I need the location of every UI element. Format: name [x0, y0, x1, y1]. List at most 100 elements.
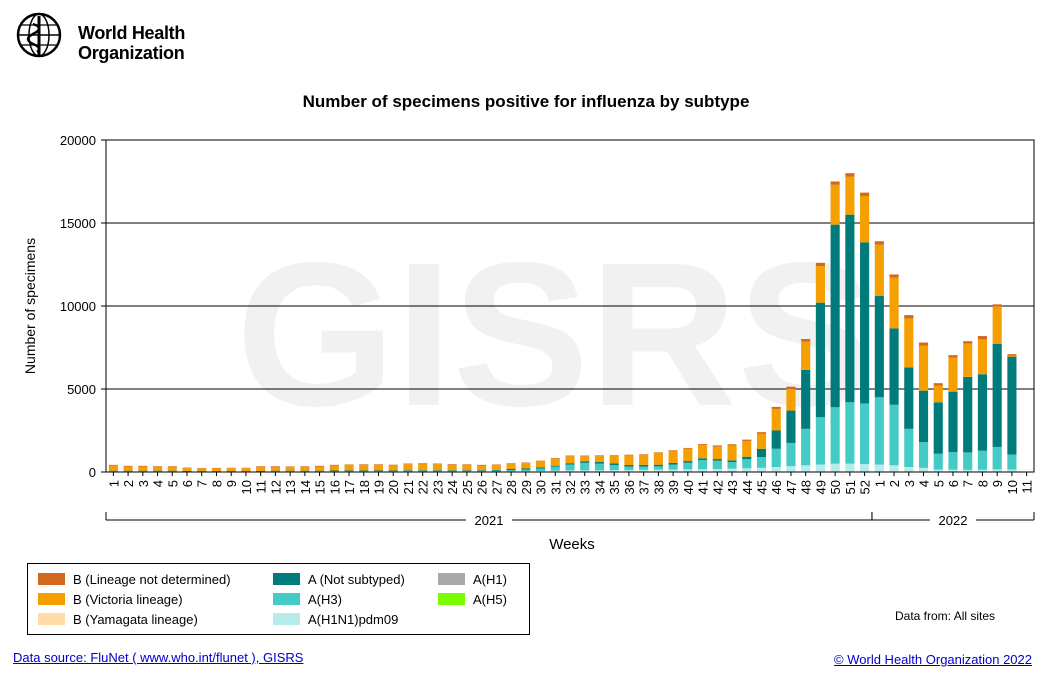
- x-tick-label: 27: [489, 480, 504, 494]
- x-tick-label: 2: [887, 480, 902, 487]
- x-axis: 1 2 3 4 5 6 7 8 9 10 11 12 13 14 15 16 17 18 19 20 21 22 23 24 2…: [106, 472, 1035, 494]
- bar-segment: [506, 464, 516, 470]
- bar-segment: [727, 444, 737, 446]
- bar-segment: [418, 470, 428, 471]
- bar-segment: [344, 470, 354, 472]
- legend-swatch: [38, 613, 65, 625]
- x-tick-label: 45: [754, 480, 769, 494]
- x-tick-label: 4: [917, 480, 932, 487]
- bar-segment: [639, 454, 649, 455]
- legend-label: B (Lineage not determined): [73, 571, 231, 587]
- who-emblem-icon: [16, 12, 62, 58]
- bar-segment: [565, 464, 575, 471]
- bar-segment: [152, 466, 163, 467]
- bar-segment: [771, 406, 781, 409]
- legend-item: A(H3): [273, 591, 342, 607]
- bar-segment: [550, 465, 560, 467]
- bar-segment: [1007, 469, 1017, 472]
- bar-segment: [359, 464, 369, 466]
- bar-segment: [447, 464, 457, 471]
- x-tick-label: 6: [180, 480, 195, 487]
- x-tick-label: 47: [784, 480, 799, 494]
- bar-segment: [963, 376, 973, 453]
- x-tick-label: 46: [769, 480, 784, 494]
- bar-segment: [874, 464, 884, 472]
- bar-segment: [933, 385, 943, 403]
- x-tick-label: 44: [740, 480, 755, 494]
- x-tick-label: 42: [710, 480, 725, 494]
- x-tick-label: 21: [401, 480, 416, 494]
- bar-segment: [786, 466, 796, 472]
- bar-segment: [698, 445, 708, 459]
- bar-segment: [683, 461, 693, 463]
- bar-segment: [756, 448, 767, 458]
- bar-segment: [535, 460, 546, 462]
- x-tick-label: 18: [357, 480, 372, 494]
- legend-swatch: [438, 593, 465, 605]
- bar-segment: [904, 467, 914, 472]
- bar-segment: [521, 463, 531, 469]
- bar-segment: [918, 345, 929, 391]
- legend-label: A(H5): [473, 591, 507, 607]
- bar-segment: [874, 397, 884, 465]
- bar-segment: [344, 471, 354, 472]
- bar-segment: [300, 466, 310, 468]
- legend-item: A(H5): [438, 591, 507, 607]
- bar-segment: [403, 463, 413, 465]
- bar-segment: [668, 450, 678, 463]
- bar-segment: [565, 456, 575, 464]
- bar-segment: [771, 430, 781, 449]
- bar-segment: [948, 357, 958, 392]
- bar-segment: [521, 468, 531, 470]
- bar-segment: [933, 402, 943, 454]
- legend-swatch: [38, 573, 65, 585]
- bar-segment: [388, 471, 398, 472]
- bar-segment: [609, 463, 619, 466]
- bar-segment: [565, 455, 575, 457]
- bar-segment: [285, 466, 295, 468]
- bar-segment: [270, 466, 280, 471]
- bar-segment: [801, 369, 811, 429]
- bar-segment: [506, 469, 516, 471]
- bar-segment: [315, 465, 325, 467]
- bar-segment: [801, 341, 811, 370]
- bar-segment: [698, 458, 708, 461]
- x-tick-label: 22: [416, 480, 431, 494]
- bar-segment: [521, 469, 531, 472]
- bar-segment: [1007, 355, 1017, 357]
- bar-segment: [550, 458, 560, 459]
- x-tick-label: 3: [136, 480, 151, 487]
- bar-segment: [609, 455, 619, 456]
- bar-segment: [668, 469, 678, 472]
- bar-segment: [609, 465, 619, 471]
- bar-segment: [668, 450, 678, 451]
- bar-segment: [698, 469, 708, 472]
- copyright-link[interactable]: © World Health Organization 2022: [834, 652, 1032, 667]
- bar-segment: [594, 462, 605, 464]
- bar-segment: [1007, 356, 1017, 455]
- bar-segment: [815, 464, 825, 472]
- bar-segment: [373, 471, 384, 472]
- bar-segment: [344, 465, 354, 471]
- bar-segment: [830, 463, 840, 472]
- x-tick-label: 19: [372, 480, 387, 494]
- bar-segment: [477, 470, 487, 472]
- bar-segment: [889, 274, 899, 278]
- bar-segment: [992, 304, 1002, 307]
- bar-segment: [388, 465, 398, 471]
- bar-segment: [668, 462, 678, 465]
- bar-segment: [403, 470, 413, 471]
- legend-label: A(H1): [473, 571, 507, 587]
- bar-segment: [815, 417, 825, 465]
- x-tick-label: 13: [283, 480, 298, 494]
- x-tick-label: 35: [607, 480, 622, 494]
- bar-segment: [874, 244, 884, 297]
- bar-segment: [845, 173, 855, 177]
- bar-segment: [712, 459, 722, 461]
- x-tick-label: 51: [843, 480, 858, 494]
- bar-segment: [506, 470, 516, 472]
- bar-segment: [977, 339, 988, 375]
- y-axis: 0 5000 10000 15000 20000: [60, 133, 106, 480]
- x-tick-label: 36: [622, 480, 637, 494]
- data-source-link[interactable]: Data source: FluNet ( www.who.int/flunet…: [13, 650, 304, 665]
